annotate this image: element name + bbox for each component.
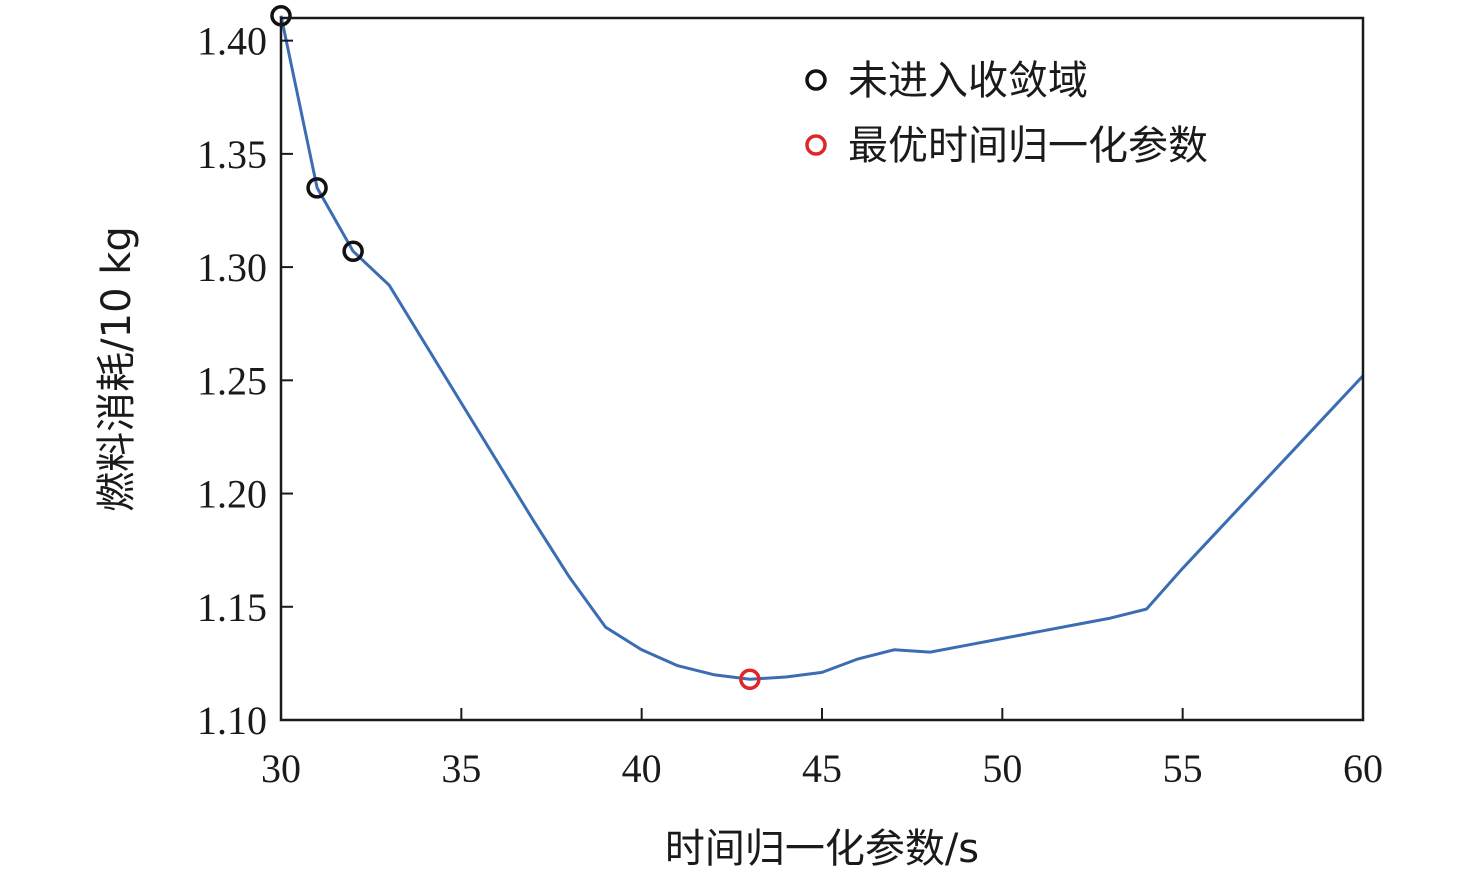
- y-tick-label: 1.30: [197, 245, 267, 290]
- optimal-point: [739, 668, 761, 690]
- y-axis-label: 燃料消耗/10 kg: [94, 226, 140, 512]
- x-tick-label: 35: [441, 746, 481, 791]
- x-axis-label: 时间归一化参数/s: [665, 826, 979, 872]
- y-tick-label: 1.25: [197, 358, 267, 403]
- x-tick-label: 45: [802, 746, 842, 791]
- line-series: [279, 15, 1365, 681]
- x-tick-label: 55: [1163, 746, 1203, 791]
- unconverged-point: [342, 240, 364, 262]
- legend: 未进入收敛域 最优时间归一化参数: [805, 58, 1208, 169]
- y-tick-label: 1.10: [197, 698, 267, 743]
- x-tick-label: 60: [1343, 746, 1383, 791]
- x-tick-label: 30: [261, 746, 301, 791]
- legend-entry-unconverged: 未进入收敛域: [805, 58, 1088, 104]
- y-tick-label: 1.15: [197, 585, 267, 630]
- x-axis: 30 35 40 45 50 55 60: [261, 708, 1383, 791]
- legend-entry-optimal: 最优时间归一化参数: [805, 123, 1208, 169]
- y-axis: 1.10 1.15 1.20 1.25 1.30 1.35 1.40: [197, 19, 293, 743]
- legend-label-unconverged: 未进入收敛域: [848, 58, 1088, 104]
- y-tick-label: 1.40: [197, 19, 267, 64]
- x-tick-label: 50: [982, 746, 1022, 791]
- x-tick-label: 40: [622, 746, 662, 791]
- fuel-consumption-line: [279, 15, 1365, 681]
- legend-label-optimal: 最优时间归一化参数: [848, 123, 1208, 169]
- legend-marker-red-circle: [805, 134, 827, 156]
- legend-marker-black-circle: [805, 69, 827, 91]
- y-tick-label: 1.35: [197, 132, 267, 177]
- unconverged-point: [306, 177, 328, 199]
- y-tick-label: 1.20: [197, 472, 267, 517]
- marker-series: [270, 4, 761, 690]
